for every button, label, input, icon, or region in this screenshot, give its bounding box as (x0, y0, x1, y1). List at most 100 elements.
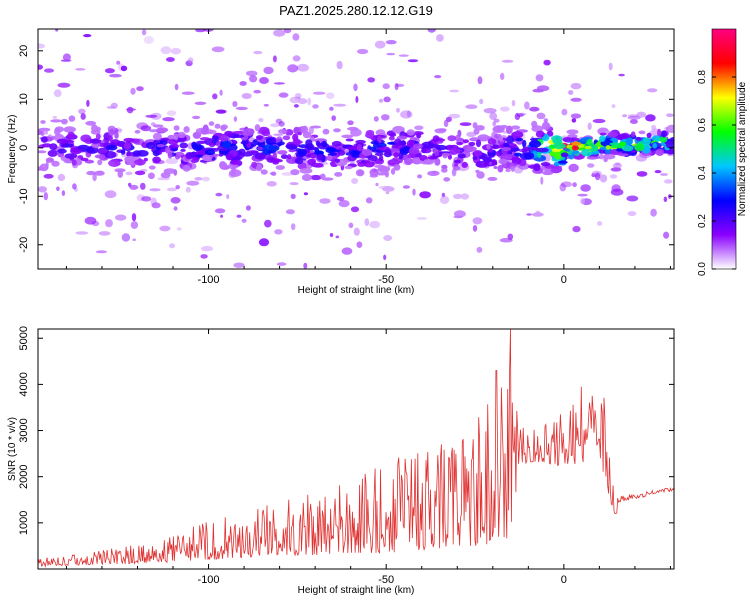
spectrogram-blob (104, 190, 117, 199)
spectrogram-blob (453, 193, 463, 200)
spectrogram-blob (148, 165, 156, 170)
spectrogram-blob (186, 180, 200, 186)
spectrogram-blob (40, 136, 48, 143)
spectrogram-blob (535, 74, 544, 82)
spectrogram-blob (173, 125, 180, 131)
spectrogram-blob (407, 153, 416, 159)
spectrogram-blob (402, 185, 410, 189)
spectrogram-blob (465, 104, 478, 109)
spectrogram-blob (280, 154, 289, 160)
spectrogram-blob (72, 183, 77, 190)
spectrogram-blob (365, 129, 375, 136)
spectrogram-blob (94, 154, 107, 159)
spectrogram-blob (45, 157, 55, 163)
spectrogram-blob (536, 112, 546, 120)
spectrogram-blob (326, 155, 333, 161)
spectrogram-blob (609, 142, 620, 146)
spectrogram-blob (195, 149, 209, 155)
spectrogram-blob (289, 96, 301, 104)
spectrogram-blob (225, 153, 234, 161)
spectrogram-blob (610, 167, 622, 172)
snr-panel: -100 -50 0 1000 2000 3000 4000 5000 Height of … (7, 326, 675, 596)
spectrogram-blob (390, 168, 396, 175)
spectrogram-blob (580, 197, 585, 205)
spectrogram-blob (259, 77, 269, 84)
spectrogram-blob (611, 104, 616, 108)
spectrogram-blob (292, 55, 301, 62)
spectrogram-blob (586, 156, 598, 160)
spectrogram-blob (659, 136, 668, 143)
spectrogram-blob (491, 131, 498, 140)
spectrogram-blob (298, 144, 309, 149)
spectrogram-blob (152, 132, 162, 141)
spectrogram-blob (630, 131, 636, 138)
spectrogram-blob (278, 129, 288, 134)
spectrogram-blob (86, 99, 90, 107)
spectrogram-blob (266, 181, 277, 187)
spectrogram-blob (141, 196, 152, 202)
spectrogram-blob (510, 166, 515, 172)
spectrogram-blob (473, 128, 480, 135)
spectrogram-blob (477, 76, 483, 85)
spectrogram-blob (350, 150, 361, 158)
spectrogram-blob (491, 161, 498, 166)
spectrogram-blob (251, 161, 258, 169)
spectrogram-blob (70, 147, 82, 155)
spectrogram-blob (306, 146, 319, 151)
spectrogram-blob (383, 235, 393, 241)
spectrogram-blob (245, 205, 251, 211)
spectrogram-blob (55, 29, 59, 32)
spectrogram-blob (483, 108, 497, 114)
spectrogram-blob (642, 146, 651, 154)
spectrogram-blob (331, 140, 342, 147)
spectrogram-blob (170, 197, 181, 204)
spectrogram-blob (364, 218, 370, 227)
spectrogram-blob (245, 70, 258, 77)
spectrogram-blob (94, 170, 105, 176)
colorbar-ramp (711, 28, 737, 270)
spectrogram-blob (173, 206, 178, 211)
spectrogram-blob (297, 148, 308, 156)
spectrogram-blob (423, 159, 429, 165)
spectrogram-blob (215, 192, 223, 197)
spectrogram-blob (129, 184, 139, 190)
spectrogram-blob (85, 120, 97, 126)
spectrogram-blob (95, 133, 101, 140)
spectrogram-blob (438, 128, 447, 132)
spectrogram-x-tick-label: -100 (198, 274, 220, 286)
spectrogram-blob (468, 141, 476, 147)
spectrogram-blob (510, 157, 521, 161)
spectrogram-blob (91, 124, 98, 133)
spectrogram-blob (383, 96, 391, 103)
spectrogram-blob (531, 120, 538, 128)
spectrogram-blob (182, 165, 191, 172)
spectrogram-blob (147, 172, 155, 180)
spectrogram-blob (311, 162, 324, 168)
spectrogram-blob (384, 148, 392, 155)
spectrogram-blob (290, 169, 300, 176)
spectrogram-blob (436, 34, 444, 42)
colorbar-tick-label: 0.4 (697, 166, 708, 180)
spectrogram-blob (115, 214, 127, 221)
spectrogram-blob (249, 75, 258, 83)
spectrogram-blob (319, 173, 326, 179)
spectrogram-blob (215, 109, 227, 114)
spectrogram-blob (347, 120, 354, 126)
spectrogram-blob (233, 130, 246, 135)
spectrogram-blob (151, 202, 161, 209)
spectrogram-blob (312, 104, 319, 109)
spectrogram-blob (75, 231, 89, 235)
spectrogram-blob (338, 200, 350, 208)
spectrogram-blob (166, 110, 177, 116)
spectrogram-blob (38, 186, 47, 193)
spectrogram-blob (301, 125, 309, 134)
snr-y-label: SNR (10 * v/v) (7, 417, 18, 481)
spectrogram-blob (285, 143, 297, 149)
spectrogram-blob (83, 34, 92, 38)
spectrogram-blob (134, 159, 146, 166)
spectrogram-blob (152, 124, 164, 128)
spectrogram-y-tick-label: 10 (18, 93, 30, 105)
spectrogram-blob (91, 142, 101, 149)
spectrogram-blob (487, 148, 493, 153)
